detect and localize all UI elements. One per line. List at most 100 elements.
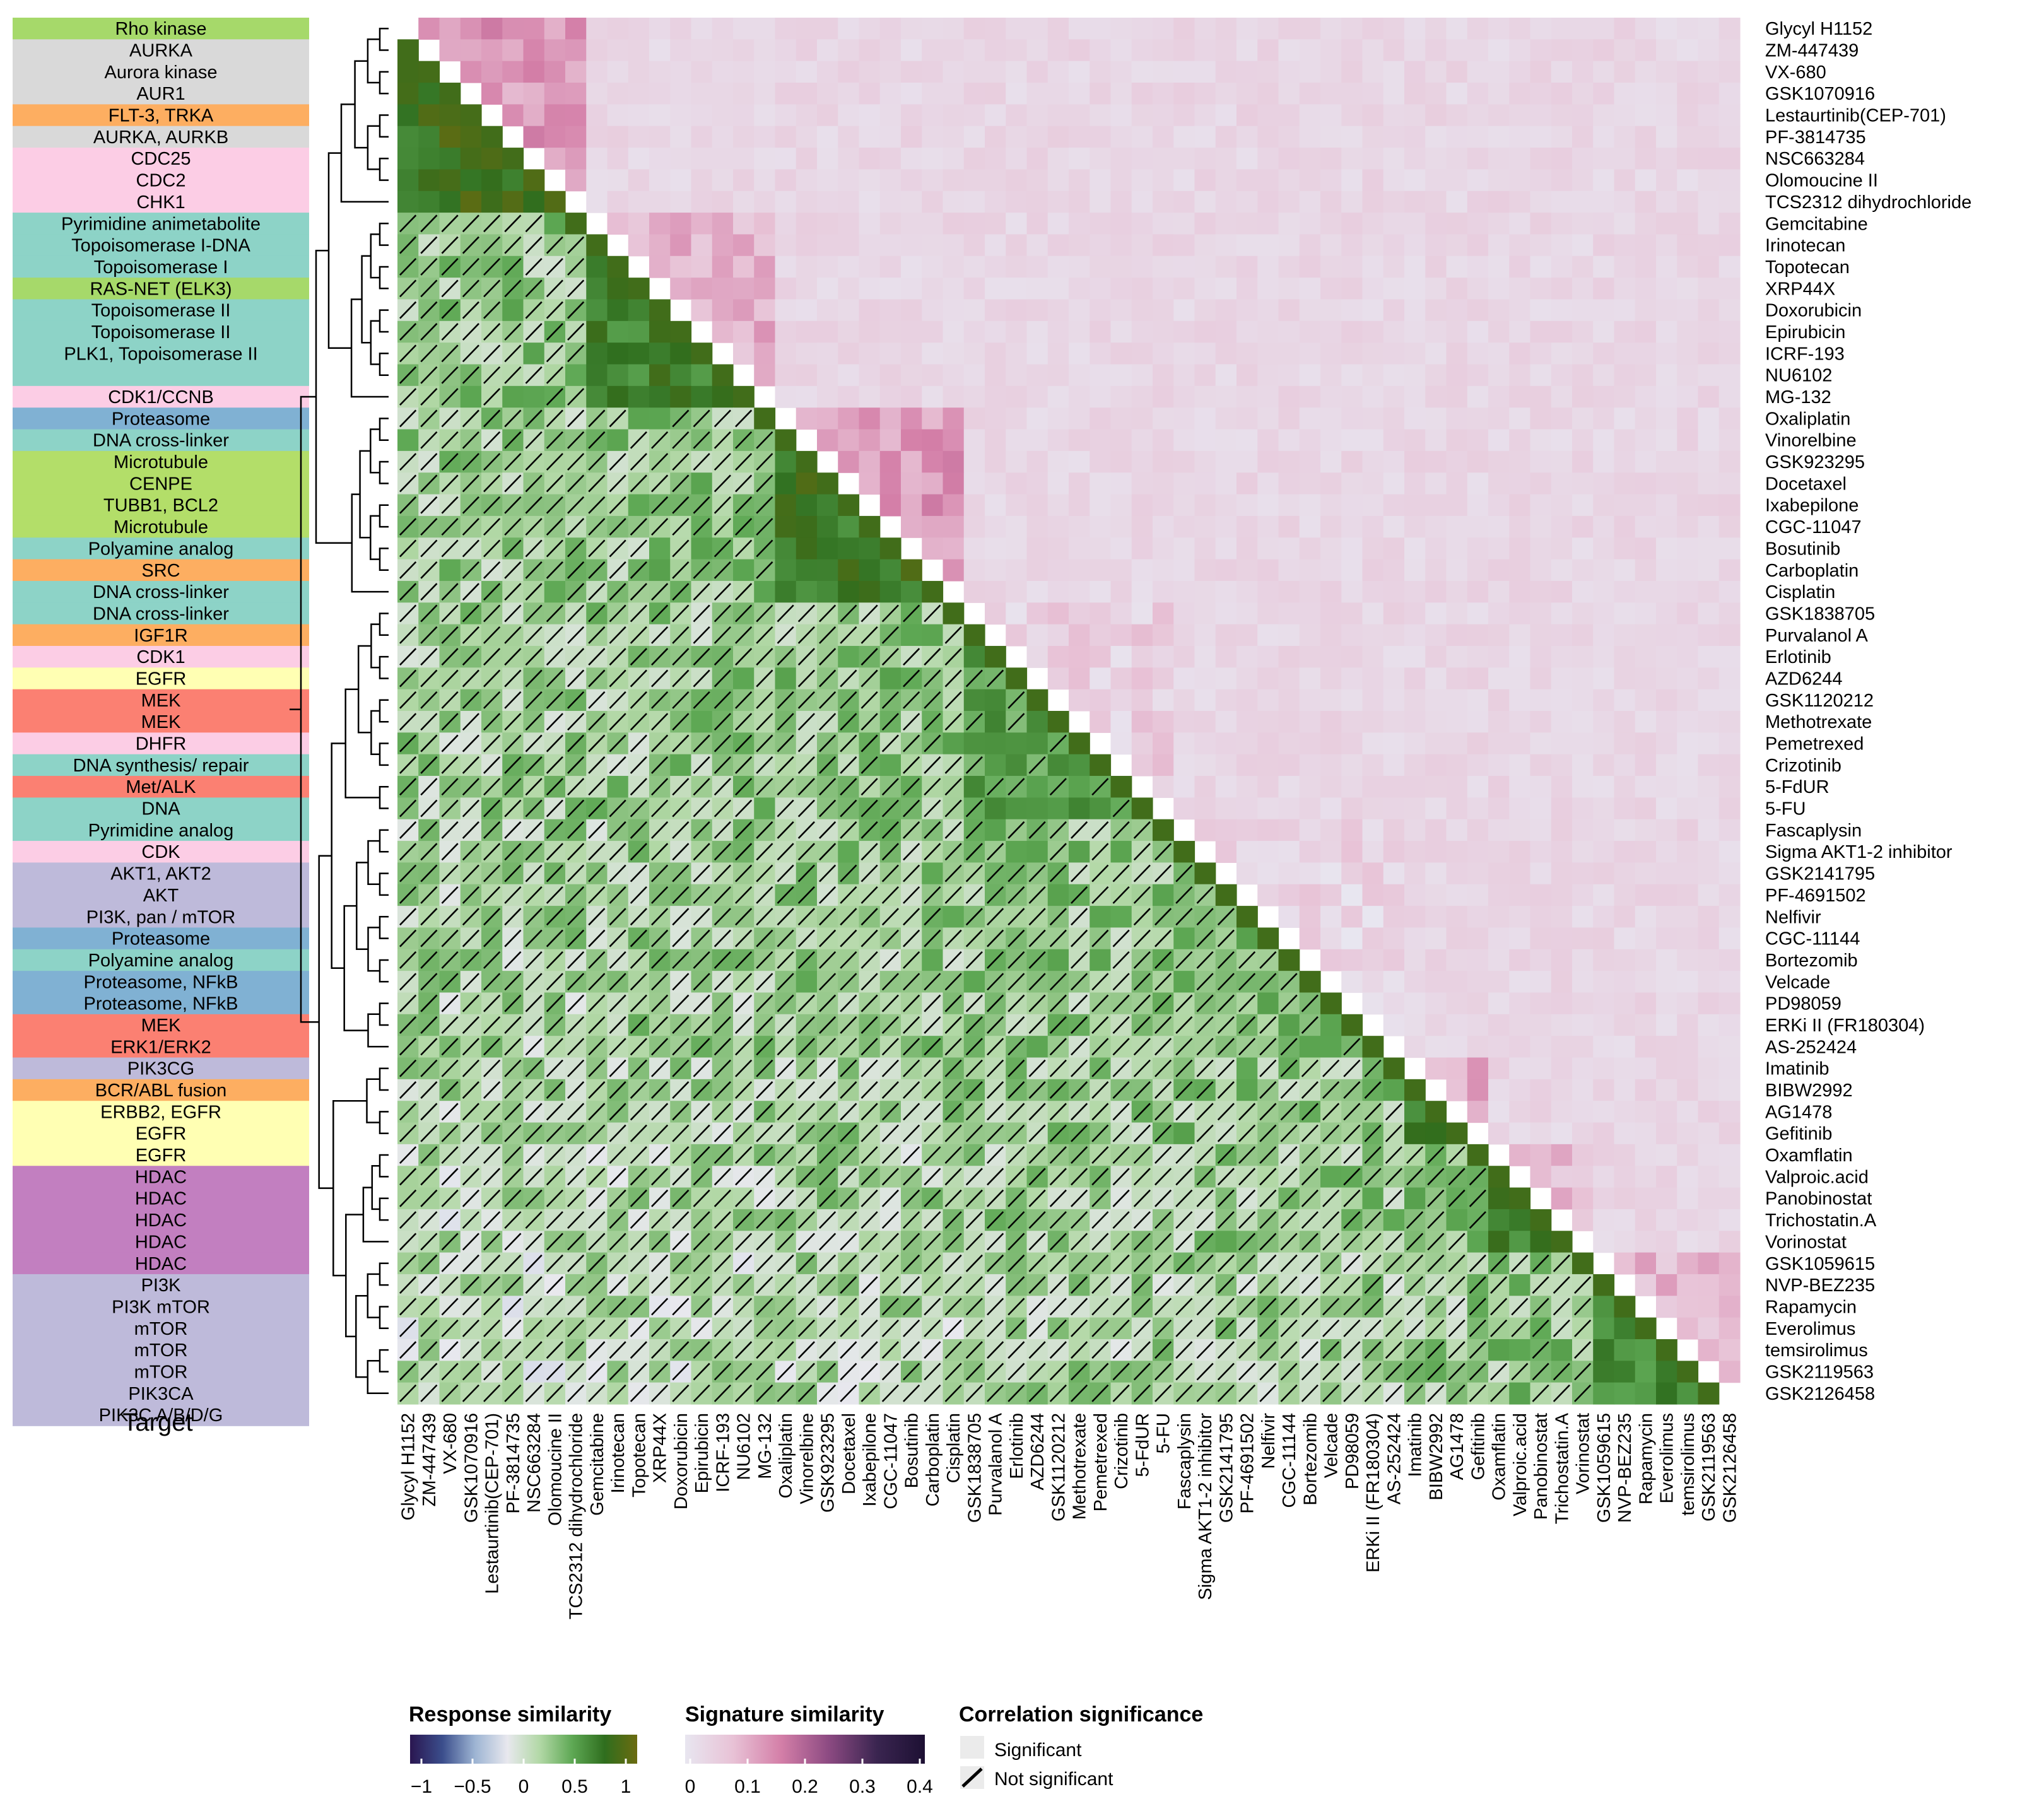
heatmap-cell	[1530, 407, 1552, 430]
heatmap-cell	[1446, 343, 1468, 365]
target-block	[13, 450, 309, 473]
heatmap-cell	[1656, 234, 1677, 257]
not-significant-hatch	[483, 366, 501, 384]
heatmap-cell	[1467, 667, 1489, 690]
heatmap-cell	[1551, 754, 1573, 777]
target-block	[13, 494, 309, 517]
heatmap-cell	[1488, 645, 1510, 668]
heatmap-cell	[1446, 1122, 1468, 1145]
heatmap-cell	[1509, 602, 1531, 625]
target-label: DNA cross-linker	[93, 431, 229, 451]
not-significant-hatch	[672, 691, 690, 709]
heatmap-cell	[1299, 602, 1321, 625]
not-significant-hatch	[735, 691, 753, 709]
heatmap-cell	[628, 61, 650, 83]
heatmap-cell	[1614, 83, 1636, 105]
not-significant-hatch	[546, 453, 563, 471]
heatmap-cell	[1614, 1079, 1636, 1101]
not-significant-hatch	[819, 864, 837, 882]
heatmap-cell	[733, 213, 755, 235]
heatmap-cell	[1635, 1036, 1657, 1058]
heatmap-cell	[1593, 689, 1615, 712]
heatmap-cell	[943, 515, 965, 538]
heatmap-cell	[1551, 494, 1573, 517]
heatmap-cell	[1677, 580, 1699, 603]
heatmap-cell	[1635, 18, 1657, 40]
heatmap-cell	[1698, 1036, 1720, 1058]
heatmap-cell	[1404, 992, 1426, 1015]
heatmap-cell	[1047, 61, 1069, 83]
not-significant-hatch	[1049, 734, 1067, 753]
heatmap-cell	[1530, 299, 1552, 322]
heatmap-cell	[838, 169, 860, 192]
heatmap-cell	[1341, 515, 1363, 538]
heatmap-cell	[1530, 949, 1552, 971]
heatmap-cell	[1572, 732, 1594, 755]
target-label: mTOR	[134, 1362, 188, 1382]
heatmap-cell	[1362, 83, 1384, 105]
not-significant-hatch	[462, 518, 479, 536]
heatmap-cell	[985, 18, 1006, 40]
not-significant-hatch	[483, 214, 501, 233]
heatmap-cell	[586, 320, 608, 343]
not-significant-hatch	[525, 496, 543, 514]
heatmap-cell	[712, 18, 734, 40]
heatmap-cell	[1530, 190, 1552, 213]
heatmap-cell	[1656, 169, 1677, 192]
heatmap-cell	[1194, 515, 1216, 538]
heatmap-cell	[1215, 148, 1237, 170]
not-significant-hatch	[546, 626, 563, 644]
heatmap-cell	[1509, 234, 1531, 257]
not-significant-hatch	[819, 756, 837, 774]
heatmap-cell	[1425, 104, 1447, 127]
not-significant-hatch	[546, 323, 563, 341]
heatmap-cell	[1069, 515, 1090, 538]
target-block	[13, 624, 309, 647]
heatmap-cell	[1090, 429, 1112, 452]
heatmap-cell	[1131, 580, 1153, 603]
heatmap-cell	[838, 61, 860, 83]
heatmap-cell	[1173, 126, 1195, 148]
heatmap-cell	[1026, 148, 1048, 170]
heatmap-cell	[502, 61, 524, 83]
heatmap-cell	[1215, 364, 1237, 387]
heatmap-cell	[733, 299, 755, 322]
not-significant-hatch	[714, 453, 731, 471]
heatmap-cell	[1467, 884, 1489, 906]
heatmap-cell	[1299, 667, 1321, 690]
heatmap-cell	[1131, 472, 1153, 495]
target-block	[13, 169, 309, 192]
heatmap-cell	[1698, 862, 1720, 885]
heatmap-cell	[1236, 407, 1258, 430]
heatmap-cell	[670, 255, 692, 278]
heatmap-cell	[879, 255, 902, 278]
not-significant-hatch	[630, 886, 647, 904]
heatmap-cell	[691, 18, 713, 40]
target-block	[13, 104, 309, 127]
heatmap-cell	[1572, 126, 1594, 148]
heatmap-cell	[1593, 494, 1615, 517]
heatmap-cell	[1530, 1014, 1552, 1036]
dendrogram-branch	[367, 1013, 389, 1048]
heatmap-cell	[754, 148, 776, 170]
heatmap-cell	[1194, 104, 1216, 127]
heatmap-cell	[1404, 472, 1426, 495]
heatmap-cell	[1677, 299, 1699, 322]
heatmap-cell	[397, 61, 419, 83]
heatmap-cell	[1593, 1166, 1615, 1188]
not-significant-hatch	[441, 756, 459, 774]
heatmap-cell	[1341, 385, 1363, 408]
heatmap-cell	[1236, 602, 1258, 625]
heatmap-cell	[1404, 1101, 1426, 1123]
not-significant-hatch	[441, 366, 459, 384]
heatmap-cell	[1383, 992, 1405, 1015]
not-significant-hatch	[504, 539, 522, 558]
heatmap-cell	[838, 104, 860, 127]
not-significant-hatch	[462, 409, 479, 428]
heatmap-cell	[922, 385, 944, 408]
heatmap-cell	[1530, 580, 1552, 603]
heatmap-cell	[901, 213, 922, 235]
heatmap-cell	[859, 429, 881, 452]
heatmap-cell	[1383, 39, 1405, 62]
heatmap-cell	[733, 343, 755, 365]
